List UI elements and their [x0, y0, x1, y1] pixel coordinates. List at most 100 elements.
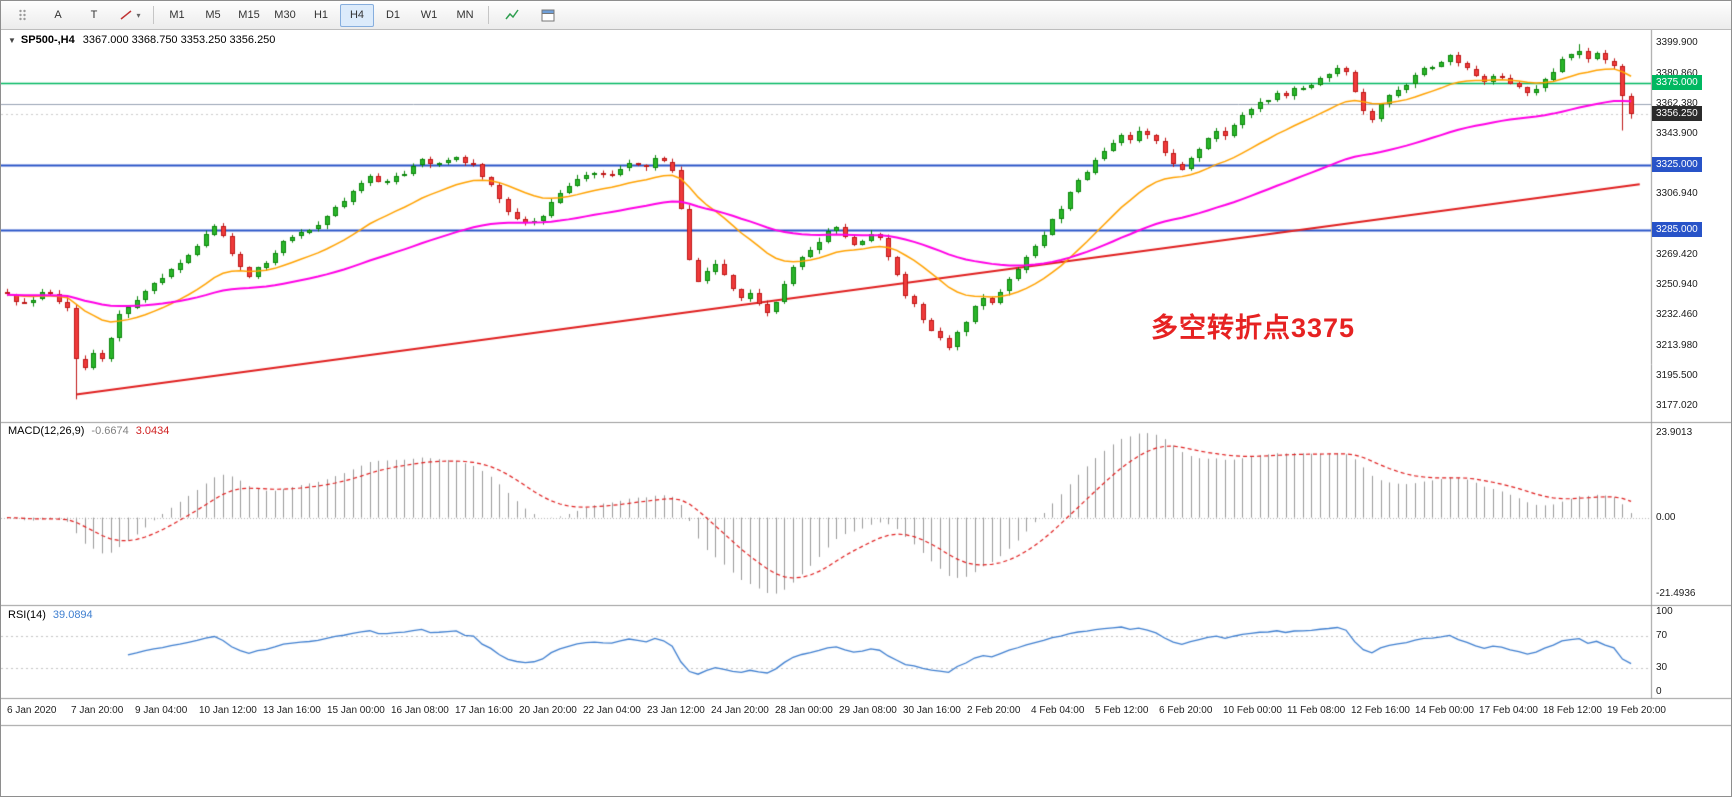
grip-dots-icon — [18, 8, 27, 22]
toolbar: A T ▾ M1 M5 M15 M30 H1 H4 D1 W1 MN — [1, 1, 1731, 30]
time-label: 16 Jan 08:00 — [391, 705, 449, 716]
time-label: 30 Jan 16:00 — [903, 705, 961, 716]
timeframe-m5[interactable]: M5 — [196, 4, 230, 27]
macd-signal-value: 3.0434 — [135, 425, 170, 437]
timeframe-m30[interactable]: M30 — [268, 4, 302, 27]
timeframe-h4[interactable]: H4 — [340, 3, 374, 27]
time-label: 24 Jan 20:00 — [711, 705, 769, 716]
time-label: 17 Feb 04:00 — [1479, 705, 1538, 716]
line-studies-tool[interactable]: ▾ — [113, 4, 147, 27]
macd-main-value: -0.6674 — [91, 425, 129, 437]
timeframe-label: H1 — [313, 9, 329, 21]
chart-labels-layer: ▼ SP500-,H4 3367.000 3368.750 3353.250 335… — [1, 30, 1731, 796]
arrow-tool-label: A — [54, 9, 62, 21]
text-tool[interactable]: T — [77, 4, 111, 27]
timeframe-label: H4 — [349, 9, 365, 21]
collapse-arrow-icon[interactable]: ▼ — [8, 36, 16, 45]
time-label: 4 Feb 04:00 — [1031, 705, 1085, 716]
time-label: 20 Jan 20:00 — [519, 705, 577, 716]
time-label: 10 Jan 12:00 — [199, 705, 257, 716]
time-label: 19 Feb 20:00 — [1607, 705, 1666, 716]
rsi-tick-label: 70 — [1656, 630, 1668, 641]
price-tick-label: 3399.900 — [1656, 37, 1698, 48]
rsi-tick-label: 0 — [1656, 686, 1662, 697]
time-label: 12 Feb 16:00 — [1351, 705, 1410, 716]
timeframe-h1[interactable]: H1 — [304, 4, 338, 27]
price-tick-label: 3362.380 — [1656, 98, 1698, 109]
timeframe-label: MN — [456, 9, 474, 21]
chart-window-tool[interactable] — [531, 4, 565, 27]
rsi-name: RSI(14) — [8, 609, 46, 621]
timeframe-label: M5 — [205, 9, 221, 21]
annotation-text: 多空转折点3375 — [1151, 313, 1356, 343]
ohlc-values: 3367.000 3368.750 3353.250 3356.250 — [82, 34, 276, 46]
trendline-icon — [119, 8, 133, 22]
macd-tick-label: 23.9013 — [1656, 427, 1693, 438]
time-label: 29 Jan 08:00 — [839, 705, 897, 716]
rsi-value: 39.0894 — [52, 609, 93, 621]
time-label: 5 Feb 12:00 — [1095, 705, 1149, 716]
price-tick-label: 3195.500 — [1656, 370, 1698, 381]
indicators-tool[interactable] — [495, 4, 529, 27]
macd-indicator-label: MACD(12,26,9) -0.6674 3.0434 — [8, 425, 169, 437]
time-label: 9 Jan 04:00 — [135, 705, 188, 716]
time-label: 6 Feb 20:00 — [1159, 705, 1213, 716]
time-label: 17 Jan 16:00 — [455, 705, 513, 716]
toolbar-separator — [153, 6, 154, 24]
price-tick-label: 3269.420 — [1656, 249, 1698, 260]
text-tool-label: T — [90, 9, 98, 21]
timeframe-w1[interactable]: W1 — [412, 4, 446, 27]
chart-canvas[interactable] — [1, 30, 1731, 796]
time-label: 13 Jan 16:00 — [263, 705, 321, 716]
chart-title: ▼ SP500-,H4 3367.000 3368.750 3353.250 335… — [8, 34, 275, 46]
timeframe-label: M30 — [274, 9, 296, 21]
chart-area: ▼ SP500-,H4 3367.000 3368.750 3353.250 335… — [1, 30, 1731, 796]
time-label: 7 Jan 20:00 — [71, 705, 124, 716]
timeframe-mn[interactable]: MN — [448, 4, 482, 27]
toolbar-handle[interactable] — [5, 4, 39, 27]
time-label: 6 Jan 2020 — [7, 705, 57, 716]
timeframe-label: M15 — [238, 9, 260, 21]
macd-name: MACD(12,26,9) — [8, 425, 85, 437]
time-label: 15 Jan 00:00 — [327, 705, 385, 716]
timeframe-d1[interactable]: D1 — [376, 4, 410, 27]
time-label: 23 Jan 12:00 — [647, 705, 705, 716]
price-tag-label: 3325.000 — [1652, 157, 1702, 172]
timeframe-label: D1 — [385, 9, 401, 21]
rsi-tick-label: 30 — [1656, 662, 1668, 673]
price-tick-label: 3306.940 — [1656, 188, 1698, 199]
rsi-indicator-label: RSI(14) 39.0894 — [8, 609, 93, 621]
toolbar-separator — [488, 6, 489, 24]
time-label: 11 Feb 08:00 — [1287, 705, 1346, 716]
time-label: 14 Feb 00:00 — [1415, 705, 1474, 716]
time-label: 18 Feb 12:00 — [1543, 705, 1602, 716]
time-label: 28 Jan 00:00 — [775, 705, 833, 716]
rsi-tick-label: 100 — [1656, 606, 1673, 617]
price-axis[interactable]: 3399.900 3380.860 3362.380 3343.900 3306.940… — [1, 30, 1731, 796]
caret-down-icon: ▾ — [136, 10, 141, 20]
timeframe-label: M1 — [169, 9, 185, 21]
price-tick-label: 3343.900 — [1656, 128, 1698, 139]
price-tag-label: 3356.250 — [1652, 106, 1702, 121]
price-tag-label: 3375.000 — [1652, 75, 1702, 90]
symbol-period-label: SP500-,H4 — [20, 34, 75, 46]
time-label: 22 Jan 04:00 — [583, 705, 641, 716]
price-tick-label: 3213.980 — [1656, 340, 1698, 351]
arrow-tool[interactable]: A — [41, 4, 75, 27]
time-axis[interactable]: 6 Jan 2020 7 Jan 20:00 9 Jan 04:00 10 Jan 1… — [1, 30, 1731, 796]
price-tick-label: 3177.020 — [1656, 400, 1698, 411]
price-tick-label: 3380.860 — [1656, 68, 1698, 79]
timeframe-m15[interactable]: M15 — [232, 4, 266, 27]
time-label: 10 Feb 00:00 — [1223, 705, 1282, 716]
timeframe-m1[interactable]: M1 — [160, 4, 194, 27]
indicator-icon — [504, 8, 520, 22]
price-tag-label: 3285.000 — [1652, 222, 1702, 237]
macd-tick-label: 0.00 — [1656, 512, 1676, 523]
time-label: 2 Feb 20:00 — [967, 705, 1021, 716]
timeframe-label: W1 — [420, 9, 438, 21]
window-icon — [541, 9, 555, 22]
price-tick-label: 3232.460 — [1656, 309, 1698, 320]
macd-tick-label: -21.4936 — [1656, 588, 1696, 599]
price-tick-label: 3250.940 — [1656, 279, 1698, 290]
